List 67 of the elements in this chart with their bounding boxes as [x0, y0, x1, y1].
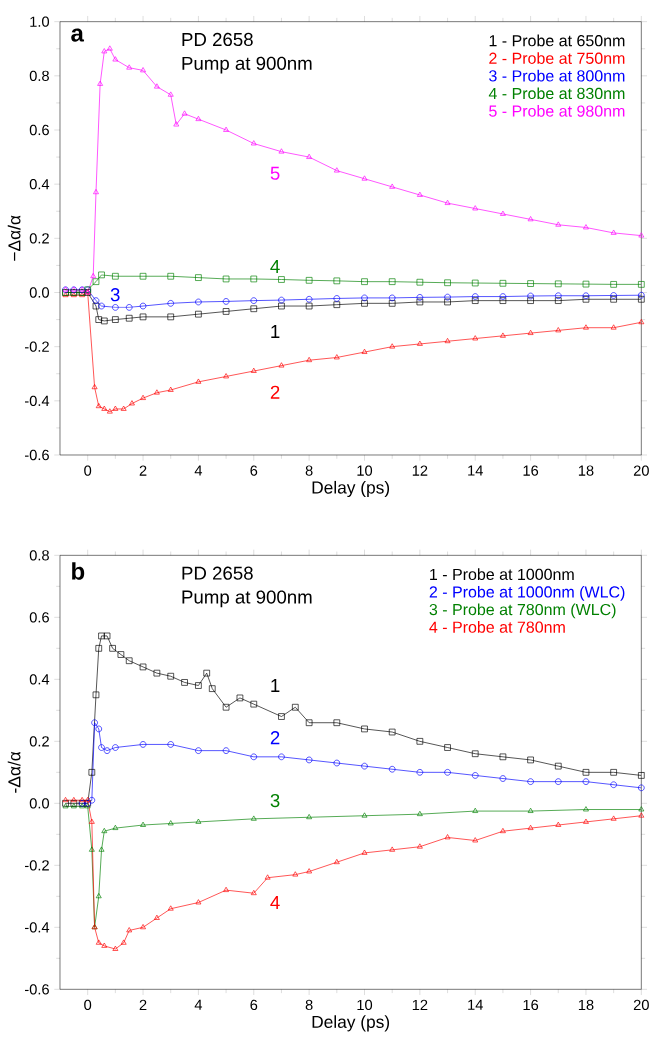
x-tick-label: 2: [139, 999, 147, 1010]
x-tick-label: 12: [412, 465, 428, 476]
x-tick-label: 6: [250, 465, 258, 476]
y-tick-label: 1.0: [30, 16, 50, 27]
annotation: 3: [110, 288, 120, 302]
y-tick-label: 0.8: [29, 550, 49, 561]
y-tick-label: -0.2: [25, 341, 49, 352]
annotation: 1: [271, 679, 280, 692]
text: 4 - Probe at 780nm: [429, 621, 565, 633]
x-tick-label: 8: [305, 465, 313, 476]
annotation: Pump at 900nm: [182, 56, 312, 74]
annotation: b: [72, 562, 85, 580]
y-tick-label: 0.6: [29, 612, 49, 623]
annotation: 5: [270, 166, 280, 180]
x-tick-label: 20: [633, 999, 649, 1011]
x-axis-title: Delay (ps): [312, 1015, 390, 1032]
text: 2 - Probe at 1000nm (WLC): [429, 585, 625, 601]
annotation: 2: [270, 731, 280, 745]
x-tick-label: 14: [468, 465, 483, 476]
text: 2 - Probe at 750nm: [489, 52, 625, 64]
x-tick-label: 0: [84, 999, 92, 1011]
annotation: Pump at 900nm: [182, 590, 312, 608]
x-tick-label: 18: [578, 465, 594, 476]
y-tick-label: 0.8: [29, 70, 49, 82]
x-axis-title: Delay (ps): [312, 480, 390, 498]
x-tick-label: 6: [250, 999, 258, 1011]
y-tick-label: -0.6: [25, 984, 49, 995]
x-tick-label: 4: [194, 999, 203, 1010]
text: 4 - Probe at 830nm: [488, 87, 625, 100]
annotation: PD 2658: [182, 566, 253, 580]
annotation: 2: [270, 385, 280, 399]
y-tick-label: 0.4: [29, 178, 50, 190]
y-tick-label: -0.2: [25, 860, 49, 871]
annotation: 4: [270, 260, 280, 273]
annotation: 1: [271, 325, 280, 338]
y-tick-label: 0.4: [29, 674, 50, 685]
y-tick-label: -0.6: [25, 449, 49, 461]
x-tick-label: 0: [84, 465, 92, 476]
annotation: 4: [270, 896, 280, 909]
y-tick-label: -0.4: [25, 395, 50, 407]
text: 5 - Probe at 980nm: [489, 104, 625, 117]
y-tick-label: 0.6: [29, 124, 49, 136]
text: 1 - Probe at 650nm: [489, 34, 625, 47]
text: 3 - Probe at 780nm (WLC): [429, 603, 616, 619]
x-tick-label: 20: [633, 465, 649, 476]
x-tick-label: 12: [412, 999, 428, 1010]
y-axis-title: −Δα/α: [7, 215, 21, 261]
y-tick-label: 0.2: [29, 233, 49, 244]
x-tick-label: 16: [523, 465, 539, 476]
y-tick-label: 0.2: [29, 736, 49, 747]
annotation: PD 2658: [182, 32, 253, 47]
x-tick-label: 2: [139, 465, 147, 476]
text: 1 - Probe at 1000nm: [430, 568, 574, 581]
x-tick-label: 16: [523, 999, 539, 1011]
x-tick-label: 4: [194, 465, 203, 476]
text: 3 - Probe at 800nm: [489, 69, 625, 82]
y-tick-label: -0.4: [25, 922, 50, 933]
x-tick-label: 10: [357, 465, 373, 476]
x-tick-label: 18: [578, 999, 594, 1011]
y-axis-title: -Δα/α: [7, 751, 21, 793]
x-tick-label: 14: [468, 999, 483, 1010]
x-tick-label: 8: [305, 999, 313, 1011]
annotation: 3: [270, 793, 280, 808]
x-tick-label: 10: [357, 999, 373, 1011]
annotation: a: [71, 28, 85, 42]
y-tick-label: 0.0: [29, 287, 50, 298]
y-tick-label: 0.0: [29, 798, 50, 809]
